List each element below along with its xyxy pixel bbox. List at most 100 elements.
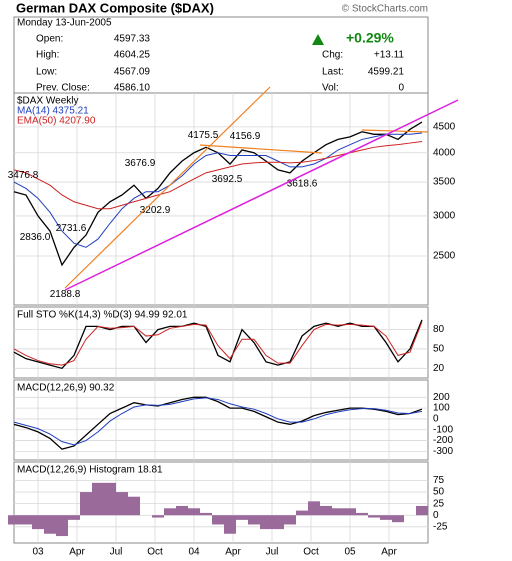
histogram-bar (80, 492, 92, 516)
y-tick-label: 200 (433, 392, 450, 403)
histogram-bar (200, 512, 212, 516)
histogram-bar (356, 512, 368, 516)
y-tick-label: 20 (433, 363, 445, 374)
y-tick-label: 50 (433, 344, 445, 355)
histogram-bar (212, 515, 224, 525)
histogram-bar (176, 505, 188, 516)
series-line (13, 321, 423, 366)
x-tick-label: 03 (32, 547, 44, 558)
y-tick-label: 80 (433, 324, 445, 335)
histogram-bar (44, 515, 56, 534)
histogram-bar (68, 515, 80, 520)
trendlines (64, 86, 459, 291)
date: Monday 13-Jun-2005 (17, 18, 112, 29)
quote-value: 4599.21 (368, 67, 405, 78)
y-tick-label: 25 (433, 498, 445, 509)
quote-label: Open: (36, 34, 63, 45)
y-tick-label: -25 (433, 521, 448, 532)
quote-label: Low: (36, 67, 57, 78)
series-line (13, 397, 423, 446)
quote-label: Chg: (322, 50, 343, 61)
quote-label: Vol: (322, 83, 339, 94)
y-tick-label: 0 (433, 510, 439, 521)
y-tick-label: 4000 (433, 147, 456, 158)
histogram-bar (8, 515, 20, 525)
quote-value: 4586.10 (114, 83, 151, 94)
histogram-bar (248, 515, 260, 525)
histogram-bar (224, 515, 236, 534)
histogram-bar (308, 501, 320, 516)
quote-value: 4604.25 (114, 50, 151, 61)
copyright: © StockCharts.com (342, 4, 428, 15)
x-tick-label: Oct (147, 547, 163, 558)
y-tick-label: 100 (433, 403, 450, 414)
quote-value: 4567.09 (114, 67, 151, 78)
quote-label: High: (36, 50, 59, 61)
series-line (13, 396, 423, 450)
panel-title: MACD(12,26,9) Histogram 18.81 (17, 465, 163, 476)
price-annotation: 2731.6 (56, 223, 87, 234)
histogram-bar (104, 482, 116, 516)
trendline (199, 144, 323, 154)
panel-title: $DAX Weekly (17, 96, 79, 107)
histogram-bar (416, 505, 428, 516)
y-tick-label: -200 (433, 435, 453, 446)
price-annotation: 4156.9 (230, 131, 261, 142)
quote-label: Prev. Close: (36, 83, 90, 94)
y-tick-label: 75 (433, 475, 445, 486)
quote-box (13, 16, 429, 94)
y-tick-label: 3000 (433, 211, 456, 222)
quote-value: +13.11 (374, 50, 405, 61)
histogram-bar (164, 508, 176, 516)
histogram-bar (332, 508, 344, 516)
histogram-bar (344, 508, 356, 516)
panel-frame (13, 379, 429, 461)
x-tick-label: 05 (344, 547, 356, 558)
legend-entry: MA(14) 4375.21 (17, 106, 89, 117)
quote-label: Last: (322, 67, 344, 78)
histogram-bar (20, 515, 32, 525)
trendline (64, 99, 459, 291)
price-annotation: 4175.5 (188, 130, 219, 141)
y-tick-label: 0 (433, 414, 439, 425)
y-tick-label: 3500 (433, 177, 456, 188)
price-annotation: 2836.0 (20, 232, 51, 243)
quote-value: 4597.33 (114, 34, 151, 45)
y-tick-label: -300 (433, 446, 453, 457)
histogram-bar (392, 515, 404, 523)
trendline (64, 86, 271, 289)
panel-title: MACD(12,26,9) 90.32 (17, 383, 115, 394)
x-tick-label: Oct (303, 547, 319, 558)
histogram-bar (296, 510, 308, 516)
x-tick-label: 04 (188, 547, 200, 558)
change-percent: +0.29% (346, 30, 394, 46)
x-tick-label: Jul (266, 547, 279, 558)
histogram-bar (92, 482, 104, 516)
histogram-bar (116, 492, 128, 516)
histogram-bar (320, 505, 332, 516)
histogram-bar (56, 515, 68, 537)
price-annotation: 3476.8 (8, 170, 39, 181)
series-line (13, 132, 423, 248)
x-tick-label: Jul (110, 547, 123, 558)
price-annotation: 3618.6 (287, 178, 318, 189)
price-annotation: 3692.5 (212, 174, 243, 185)
y-tick-label: -100 (433, 424, 453, 435)
title: German DAX Composite ($DAX) (16, 0, 214, 15)
price-annotation: 3202.9 (140, 205, 171, 216)
price-annotation: 2188.8 (50, 289, 81, 300)
x-tick-label: Apr (69, 547, 85, 558)
histogram-bar (272, 515, 284, 530)
histogram-bar (236, 515, 248, 520)
x-tick-label: Apr (225, 547, 241, 558)
histogram-bar (380, 515, 392, 520)
legend-entry: EMA(50) 4207.90 (17, 116, 96, 127)
histogram-bar (188, 508, 200, 516)
panel-frame (13, 306, 429, 379)
y-tick-label: 50 (433, 487, 445, 498)
histogram-bar (368, 515, 380, 518)
up-arrow (312, 34, 324, 45)
